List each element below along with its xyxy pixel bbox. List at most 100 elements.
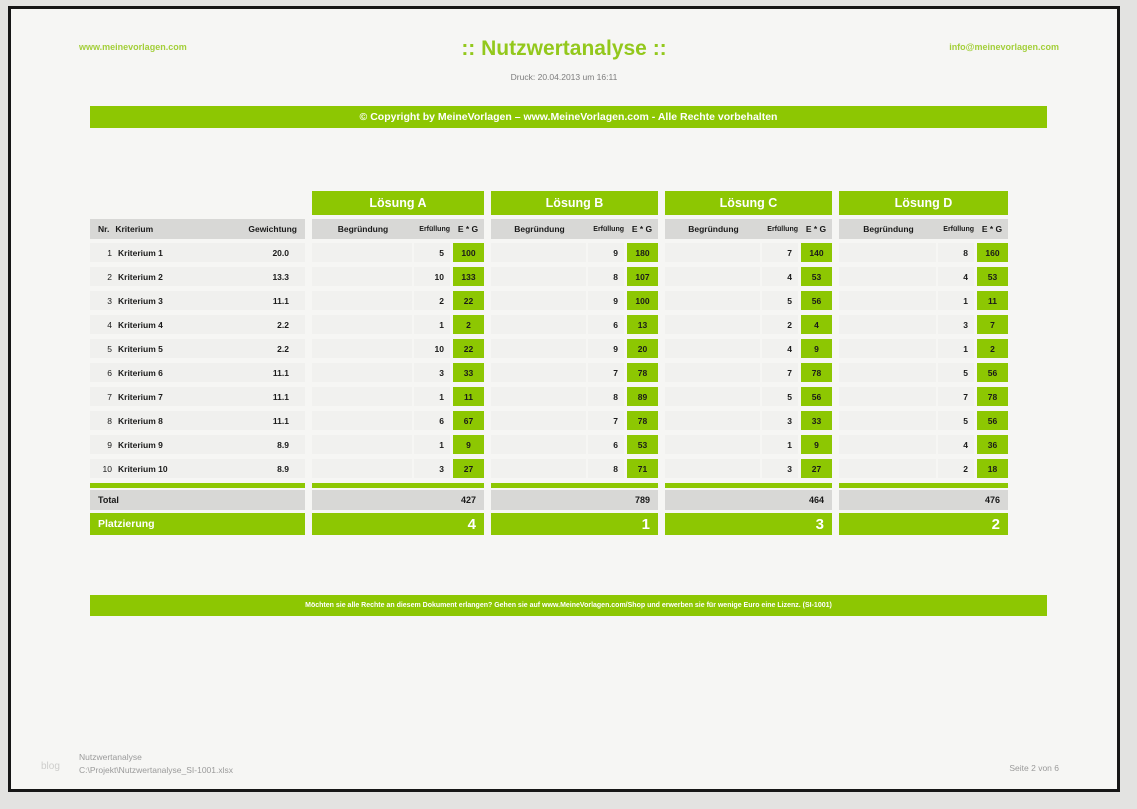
eg-cell: 4	[801, 315, 832, 334]
criterion-name: Kriterium 10	[112, 459, 245, 478]
table-bottom-divider	[665, 483, 832, 488]
eg-cell: 53	[801, 267, 832, 286]
erfuellung-cell: 7	[588, 363, 624, 382]
criterion-row: 9 Kriterium 9 8.9	[90, 435, 305, 454]
criterion-row: 8 Kriterium 8 11.1	[90, 411, 305, 430]
solution-row: 1 11	[839, 291, 1008, 310]
erfuellung-cell: 4	[762, 339, 798, 358]
erfuellung-cell: 3	[762, 459, 798, 478]
total-row: 789	[491, 490, 658, 510]
eg-cell: 22	[453, 339, 484, 358]
criterion-name: Kriterium 7	[112, 387, 245, 406]
begruendung-cell	[491, 363, 586, 382]
solution-row: 7 78	[491, 411, 658, 430]
table-bottom-divider	[312, 483, 484, 488]
header-email-link[interactable]: info@meinevorlagen.com	[949, 42, 1059, 52]
criterion-number: 9	[90, 435, 112, 454]
begruendung-cell	[312, 387, 412, 406]
begruendung-cell	[839, 339, 936, 358]
criterion-name: Kriterium 5	[112, 339, 245, 358]
solution-row: 8 71	[491, 459, 658, 478]
col-label-eg: E * G	[805, 224, 827, 234]
col-label-erfuellung: Erfüllung	[593, 225, 624, 233]
criterion-weight: 2.2	[245, 315, 305, 334]
begruendung-cell	[665, 387, 760, 406]
eg-cell: 100	[453, 243, 484, 262]
header-website-link[interactable]: www.meinevorlagen.com	[79, 42, 187, 52]
criterion-row: 7 Kriterium 7 11.1	[90, 387, 305, 406]
begruendung-cell	[665, 315, 760, 334]
col-label-eg: E * G	[981, 224, 1003, 234]
total-row: 427	[312, 490, 484, 510]
criterion-number: 7	[90, 387, 112, 406]
erfuellung-cell: 5	[938, 363, 974, 382]
criterion-row: 10 Kriterium 10 8.9	[90, 459, 305, 478]
col-label-erfuellung: Erfüllung	[419, 225, 450, 233]
solution-row: 5 56	[665, 291, 832, 310]
eg-cell: 78	[977, 387, 1008, 406]
criterion-number: 5	[90, 339, 112, 358]
document-page: www.meinevorlagen.com :: Nutzwertanalyse…	[8, 6, 1120, 792]
col-label-begruendung: Begründung	[514, 224, 565, 234]
eg-cell: 11	[453, 387, 484, 406]
erfuellung-cell: 8	[588, 387, 624, 406]
eg-cell: 9	[453, 435, 484, 454]
eg-cell: 33	[453, 363, 484, 382]
col-label-begruendung: Begründung	[337, 224, 389, 234]
analysis-table: Nr. Kriterium Gewichtung 1 Kriterium 1 20.0 2 K…	[90, 191, 1008, 535]
col-label-begruendung: Begründung	[688, 224, 739, 234]
total-value: 476	[984, 495, 1000, 505]
eg-cell: 180	[627, 243, 658, 262]
solution-header: Lösung C	[665, 191, 832, 215]
eg-cell: 9	[801, 435, 832, 454]
eg-cell: 107	[627, 267, 658, 286]
begruendung-cell	[491, 291, 586, 310]
rank-value: 3	[815, 515, 824, 533]
erfuellung-cell: 2	[938, 459, 974, 478]
begruendung-cell	[665, 435, 760, 454]
erfuellung-cell: 6	[414, 411, 450, 430]
solution-row: 8 89	[491, 387, 658, 406]
eg-cell: 27	[453, 459, 484, 478]
solution-row: 5 56	[839, 363, 1008, 382]
begruendung-cell	[491, 459, 586, 478]
rank-row: 3	[665, 513, 832, 535]
eg-cell: 78	[627, 363, 658, 382]
rank-value: 1	[641, 515, 650, 533]
solution-row: 10 22	[312, 339, 484, 358]
begruendung-cell	[491, 339, 586, 358]
eg-cell: 2	[977, 339, 1008, 358]
criterion-weight: 8.9	[245, 435, 305, 454]
solution-subheader: Begründung Erfüllung E * G	[839, 219, 1008, 239]
begruendung-cell	[491, 243, 586, 262]
erfuellung-cell: 7	[588, 411, 624, 430]
criterion-name: Kriterium 9	[112, 435, 245, 454]
solution-row: 6 53	[491, 435, 658, 454]
criterion-number: 1	[90, 243, 112, 262]
begruendung-cell	[491, 267, 586, 286]
rank-row: 2	[839, 513, 1008, 535]
total-label: Total	[98, 495, 119, 505]
eg-cell: 53	[627, 435, 658, 454]
rank-value: 2	[991, 515, 1000, 533]
erfuellung-cell: 3	[762, 411, 798, 430]
solution-row: 9 100	[491, 291, 658, 310]
solution-column-d: Lösung D Begründung Erfüllung E * G 8 160 4 53 1…	[839, 191, 1008, 535]
rank-value: 4	[467, 515, 476, 533]
solution-subheader: Begründung Erfüllung E * G	[665, 219, 832, 239]
begruendung-cell	[665, 459, 760, 478]
copyright-banner: © Copyright by MeineVorlagen – www.Meine…	[90, 106, 1047, 128]
solution-row: 9 180	[491, 243, 658, 262]
eg-cell: 36	[977, 435, 1008, 454]
erfuellung-cell: 1	[414, 387, 450, 406]
eg-cell: 20	[627, 339, 658, 358]
solution-row: 3 27	[312, 459, 484, 478]
solution-row: 7 140	[665, 243, 832, 262]
begruendung-cell	[839, 459, 936, 478]
solution-subheader: Begründung Erfüllung E * G	[312, 219, 484, 239]
begruendung-cell	[839, 243, 936, 262]
eg-cell: 56	[801, 387, 832, 406]
erfuellung-cell: 1	[414, 315, 450, 334]
solution-row: 7 78	[491, 363, 658, 382]
